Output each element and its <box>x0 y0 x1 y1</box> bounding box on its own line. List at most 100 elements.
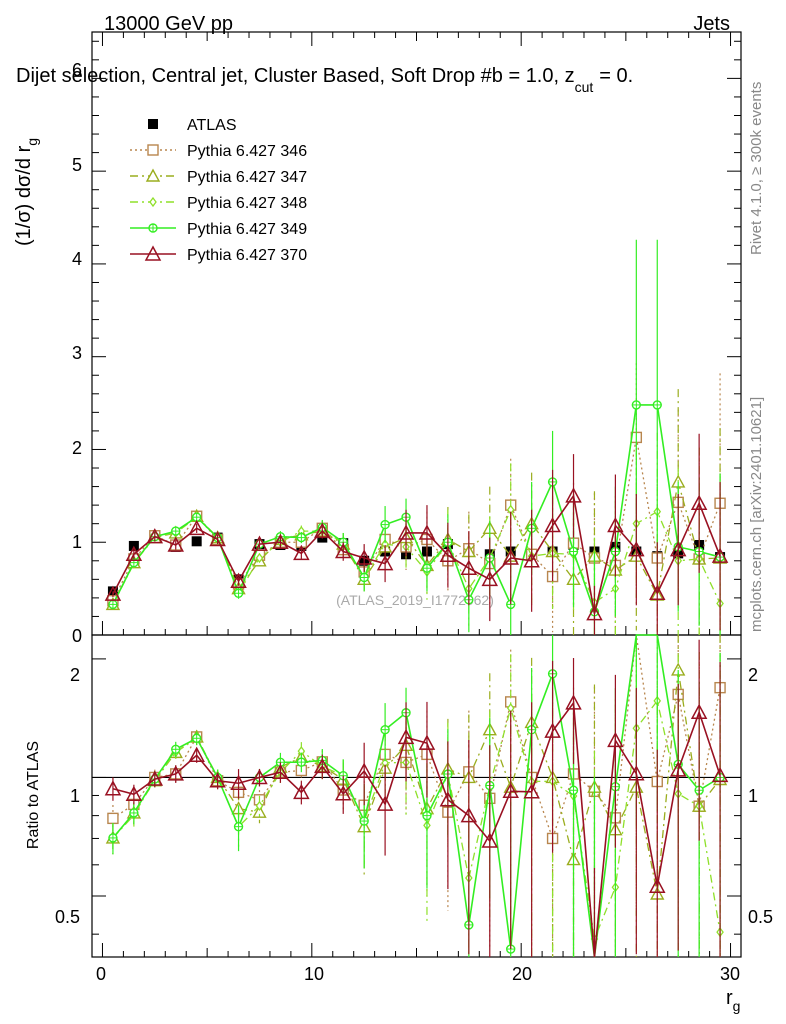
series-5-point <box>230 572 247 588</box>
series-5-point <box>125 545 143 562</box>
series-5-ratio-point <box>523 783 540 799</box>
legend-marker <box>145 168 161 182</box>
selection-title: Dijet selection, Central jet, Cluster Ba… <box>16 65 633 95</box>
series-5-ratio-point <box>314 757 331 774</box>
series-5-point <box>272 533 289 549</box>
legend-marker <box>149 196 157 208</box>
series-5-point <box>167 536 184 552</box>
x-axis-label-sub: g <box>733 998 741 1014</box>
series-2-line <box>112 481 721 605</box>
series-5-ratio-point <box>167 765 184 781</box>
series-5-point <box>251 535 268 551</box>
series-5-ratio-point <box>711 766 729 783</box>
series-5-point <box>607 516 624 533</box>
series-5-point <box>502 549 519 565</box>
series-3-ratio-line <box>112 699 721 942</box>
series-5-point <box>418 524 436 540</box>
series-5-ratio-point <box>209 772 226 788</box>
selection-title-value: = 0. <box>599 65 633 87</box>
main-y-axis-label: (1/σ) dσ/d rg <box>13 138 40 246</box>
x-axis-label-main: r <box>726 987 733 1009</box>
series-5-point <box>649 584 666 601</box>
series-5-ratio-point <box>460 807 478 823</box>
series-5-ratio-point <box>439 791 457 807</box>
series-5-point <box>523 552 540 568</box>
series-5-point <box>481 570 499 587</box>
main-y-axis-label-main: (1/σ) dσ/d r <box>13 145 35 246</box>
ratio-y-tick-label: 0.5 <box>55 907 80 927</box>
series-5-ratio-point <box>188 746 205 762</box>
series-5-ratio-point <box>376 795 394 811</box>
legend-label: Pythia 6.427 347 <box>187 169 307 186</box>
ratio-y-tick-label-right: 0.5 <box>748 907 773 927</box>
series-5-ratio-point <box>649 877 666 893</box>
series-5-ratio-point <box>607 731 624 748</box>
series-5-ratio-point <box>669 761 687 777</box>
ratio-y-axis-label: Ratio to ATLAS <box>25 741 42 849</box>
main-y-tick-label: 0 <box>72 626 82 646</box>
legend-label: Pythia 6.427 370 <box>187 247 307 264</box>
series-5-ratio-point <box>272 763 289 779</box>
series-5-point <box>293 544 310 561</box>
main-y-tick-label: 4 <box>72 249 82 269</box>
header-jets: Jets <box>693 13 730 35</box>
legend-label: Pythia 6.427 348 <box>187 195 307 212</box>
header-energy: 13000 GeV pp <box>104 13 233 35</box>
series-5-point <box>314 522 331 538</box>
main-y-tick-label: 6 <box>72 60 82 80</box>
series-4-ratio-line <box>112 634 721 958</box>
series-5-ratio-point <box>628 765 645 781</box>
series-5-point <box>397 524 415 540</box>
x-tick-label: 10 <box>304 964 324 984</box>
series-5-point <box>104 585 122 601</box>
series-5-ratio-point <box>544 722 561 738</box>
series-5-point <box>690 494 708 511</box>
ratio-y-tick-label: 2 <box>70 665 80 685</box>
series-5-ratio-point <box>565 694 582 710</box>
series-5-point <box>355 549 373 565</box>
legend-label: Pythia 6.427 349 <box>187 221 307 238</box>
mcplots-label: mcplots.cern.ch [arXiv:2401.10621] <box>748 397 765 632</box>
series-5-ratio-point <box>125 785 143 802</box>
series-5-point <box>544 516 561 533</box>
series-5-point <box>669 541 687 557</box>
series-5-ratio-point <box>251 768 268 785</box>
series-5-ratio-point <box>293 783 310 800</box>
selection-title-sub: cut <box>575 79 594 95</box>
series-5-point <box>146 528 164 544</box>
x-axis-label: rg <box>726 987 740 1014</box>
main-y-tick-label: 3 <box>72 343 82 363</box>
atlas-data-point <box>191 536 202 547</box>
series-5-point <box>565 487 582 503</box>
series-1-ratio-point <box>107 812 119 825</box>
series-2-ratio-point <box>252 804 267 818</box>
ratio-y-tick-label-right: 2 <box>748 665 758 685</box>
series-5-ratio-point <box>502 782 519 799</box>
series-5-ratio-point <box>418 734 436 750</box>
x-tick-label: 0 <box>96 964 106 984</box>
main-y-tick-label: 2 <box>72 438 82 458</box>
ratio-y-tick-label: 1 <box>70 786 80 806</box>
main-y-tick-label: 1 <box>72 532 82 552</box>
x-tick-label: 20 <box>512 964 532 984</box>
series-5-ratio-point <box>104 780 122 796</box>
series-5-point <box>460 559 478 575</box>
series-3-point <box>255 552 264 564</box>
legend-label: Pythia 6.427 346 <box>187 143 307 160</box>
series-5-point <box>334 542 352 559</box>
series-3-ratio-point <box>255 800 264 811</box>
series-5-point <box>209 530 226 547</box>
main-y-tick-label: 5 <box>72 155 82 175</box>
series-5-ratio-point <box>481 832 499 848</box>
series-5-ratio-point <box>397 728 415 745</box>
series-5-point <box>586 605 603 621</box>
series-5-point <box>188 519 205 536</box>
series-5-point <box>376 554 394 571</box>
series-5-ratio-point <box>334 785 352 801</box>
legend-marker <box>147 144 159 156</box>
rivet-label: Rivet 4.1.0, ≥ 300k events <box>748 82 765 255</box>
legend-marker <box>144 245 162 261</box>
series-5-point <box>711 547 729 563</box>
legend-label: ATLAS <box>187 117 237 134</box>
